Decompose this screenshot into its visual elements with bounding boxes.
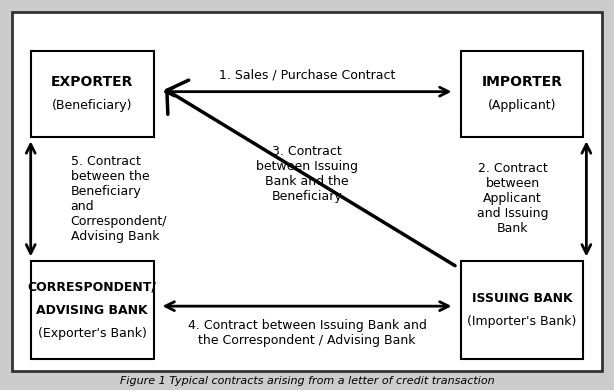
Text: CORRESPONDENT/: CORRESPONDENT/ [28, 280, 157, 293]
Text: IMPORTER: IMPORTER [481, 75, 562, 89]
Text: 4. Contract between Issuing Bank and
the Correspondent / Advising Bank: 4. Contract between Issuing Bank and the… [187, 319, 427, 347]
Bar [460, 261, 583, 359]
Text: EXPORTER: EXPORTER [51, 75, 133, 89]
Bar [31, 51, 154, 136]
Text: 2. Contract
between
Applicant
and Issuing
Bank: 2. Contract between Applicant and Issuin… [477, 162, 548, 236]
Text: ADVISING BANK: ADVISING BANK [36, 303, 148, 317]
Text: (Beneficiary): (Beneficiary) [52, 99, 133, 112]
Bar [460, 51, 583, 136]
Text: (Importer's Bank): (Importer's Bank) [467, 315, 577, 328]
Text: ISSUING BANK: ISSUING BANK [472, 292, 572, 305]
Bar [31, 261, 154, 359]
Text: Figure 1 Typical contracts arising from a letter of credit transaction: Figure 1 Typical contracts arising from … [120, 376, 494, 386]
Text: 3. Contract
between Issuing
Bank and the
Beneficiary: 3. Contract between Issuing Bank and the… [256, 145, 358, 202]
Text: (Applicant): (Applicant) [488, 99, 556, 112]
Text: 1. Sales / Purchase Contract: 1. Sales / Purchase Contract [219, 68, 395, 82]
Text: 5. Contract
between the
Beneficiary
and
Correspondent/
Advising Bank: 5. Contract between the Beneficiary and … [71, 155, 167, 243]
Text: (Exporter's Bank): (Exporter's Bank) [37, 327, 147, 340]
